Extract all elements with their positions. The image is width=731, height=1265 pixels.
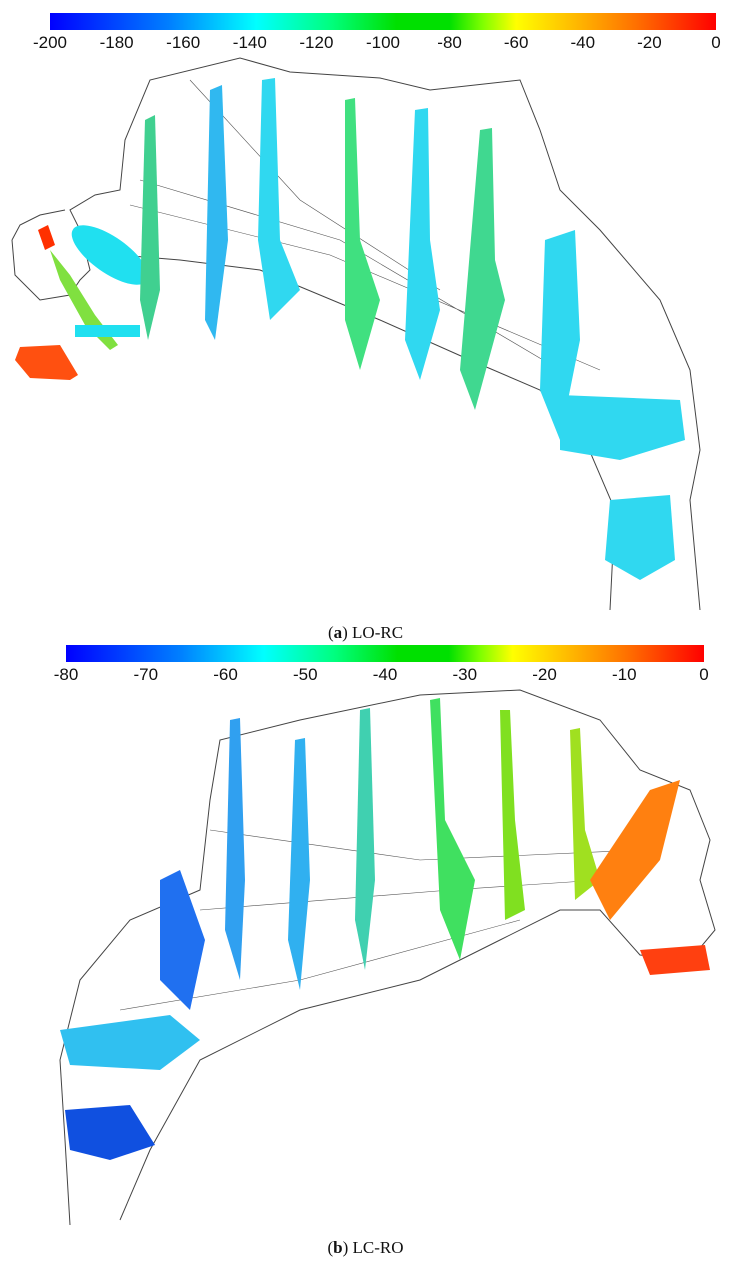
colorbar-tick-label: -20 xyxy=(532,665,557,684)
nasal-cavity-plot-b xyxy=(59,689,716,1226)
slice-red-tip xyxy=(38,225,55,250)
panel-a: -200 -180 -160 -140 -120 -100 -80 -60 -40 -20 0 (a… xyxy=(11,13,721,642)
colorbar-tick-label: -60 xyxy=(213,665,238,684)
colorbar-tick-label: -80 xyxy=(437,33,462,52)
colorbar-tick-label: -50 xyxy=(292,665,318,684)
caption-title: LC-RO xyxy=(352,1238,404,1257)
colorbar-tick-label: -60 xyxy=(503,33,529,52)
nasal-cavity-plot-a xyxy=(11,57,701,611)
colorbar-tick-label: -200 xyxy=(32,33,68,52)
colorbar-tick-label: 0 xyxy=(699,665,709,684)
colorbar-tick-label: -70 xyxy=(133,665,159,684)
caption-b: (b) LC-RO xyxy=(327,1238,404,1257)
caption-label: b xyxy=(333,1238,343,1257)
colorbar-b xyxy=(66,645,704,662)
colorbar-tick-label: -120 xyxy=(299,33,334,52)
colorbar-tick-label: -40 xyxy=(570,33,596,52)
colorbar-a xyxy=(50,13,716,30)
coronal-slices xyxy=(140,78,685,580)
slice-floor xyxy=(75,325,140,337)
colorbar-tick-label: -80 xyxy=(53,665,79,684)
cavity-outline xyxy=(59,689,716,1226)
caption-a: (a) LO-RC xyxy=(327,623,404,642)
colorbar-tick-label: -20 xyxy=(637,33,662,52)
colorbar-tick-label: -140 xyxy=(232,33,267,52)
caption-label: a xyxy=(333,623,343,642)
colorbar-tick-label: -180 xyxy=(99,33,134,52)
colorbar-tick-label: 0 xyxy=(711,33,721,52)
colorbar-tick-label: -100 xyxy=(365,33,401,52)
slice-nostril xyxy=(15,345,78,380)
colorbar-tick-label: -10 xyxy=(611,665,637,684)
slice-ellipse xyxy=(71,225,149,285)
colorbar-tick-label: -30 xyxy=(452,665,478,684)
caption-title: LO-RC xyxy=(352,623,404,642)
colorbar-tick-label: -40 xyxy=(372,665,398,684)
coronal-slices xyxy=(60,698,710,1160)
colorbar-tick-label: -160 xyxy=(166,33,201,52)
